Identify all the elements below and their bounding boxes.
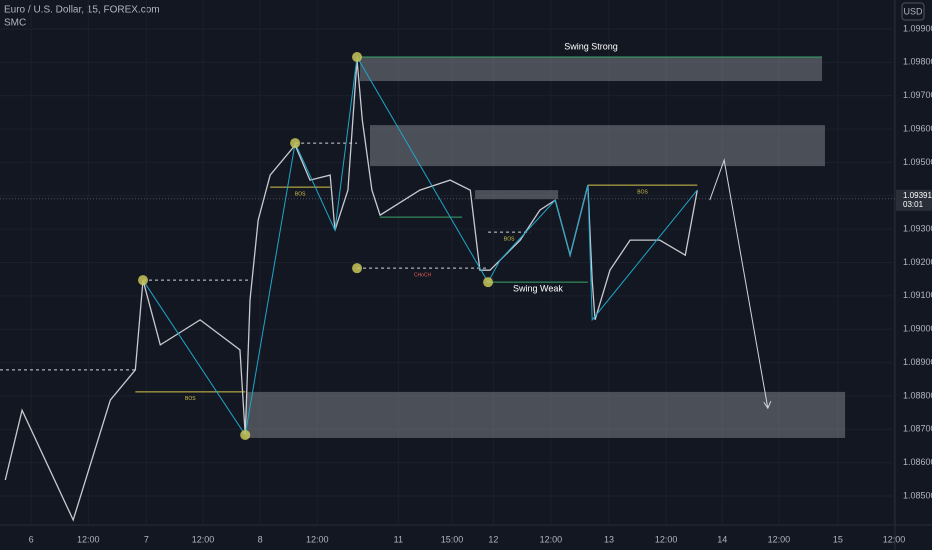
x-tick-label: 12 bbox=[488, 534, 498, 544]
zone bbox=[359, 57, 823, 82]
projection bbox=[709, 158, 769, 409]
currency[interactable]: USD bbox=[903, 6, 923, 16]
y-tick-label: 1.08600 bbox=[903, 457, 932, 467]
pivot bbox=[483, 277, 494, 288]
level-label: Swing Strong bbox=[564, 41, 618, 51]
y-tick-label: 1.09300 bbox=[903, 224, 932, 234]
last-price-tag bbox=[896, 189, 932, 211]
level-label: Swing Weak bbox=[513, 284, 563, 294]
x-tick-label: 12:00 bbox=[306, 534, 329, 544]
countdown: 03:01 bbox=[903, 200, 924, 209]
y-tick-label: 1.09900 bbox=[903, 23, 932, 33]
y-tick-label: 1.09200 bbox=[903, 257, 932, 267]
y-tick-label: 1.08800 bbox=[903, 390, 932, 400]
x-tick-label: 12:00 bbox=[655, 534, 678, 544]
x-tick-label: 12:00 bbox=[192, 534, 215, 544]
y-tick-label: 1.09500 bbox=[903, 157, 932, 167]
price-line bbox=[4, 59, 698, 522]
y-tick-label: 1.09000 bbox=[903, 324, 932, 334]
x-tick-label: 12:00 bbox=[540, 534, 563, 544]
pivot bbox=[240, 429, 251, 440]
y-tick-label: 1.08700 bbox=[903, 424, 932, 434]
x-tick-label: 15:00 bbox=[441, 534, 464, 544]
zone bbox=[246, 391, 846, 438]
pivot bbox=[352, 52, 363, 63]
x-tick-label: 13 bbox=[604, 534, 614, 544]
zigzag bbox=[142, 55, 698, 437]
x-tick-label: 12:00 bbox=[77, 534, 100, 544]
level-label: BOS bbox=[295, 191, 306, 197]
level-label: BOS bbox=[185, 396, 196, 402]
y-tick-label: 1.08900 bbox=[903, 357, 932, 367]
last-price-label: 1.09391 bbox=[903, 191, 932, 200]
y-tick-label: 1.09700 bbox=[903, 90, 932, 100]
level-label: BOS bbox=[504, 236, 515, 242]
projection-arrowhead bbox=[763, 401, 772, 410]
currency-box[interactable] bbox=[901, 2, 925, 21]
x-tick-label: 14 bbox=[717, 534, 727, 544]
pivot bbox=[138, 275, 149, 286]
chart-title: Euro / U.S. Dollar, 15, FOREX.com bbox=[4, 5, 160, 16]
level-label: CHoCH bbox=[414, 272, 432, 278]
y-tick-label: 1.09100 bbox=[903, 290, 932, 300]
pivot bbox=[352, 263, 363, 274]
x-tick-label: 6 bbox=[29, 534, 34, 544]
x-tick-label: 12:00 bbox=[883, 534, 906, 544]
x-tick-label: 12:00 bbox=[768, 534, 791, 544]
zone bbox=[475, 190, 559, 200]
x-tick-label: 8 bbox=[258, 534, 263, 544]
y-tick-label: 1.08500 bbox=[903, 490, 932, 500]
y-tick-label: 1.09800 bbox=[903, 57, 932, 67]
zone bbox=[369, 125, 825, 167]
pivot bbox=[290, 138, 301, 149]
x-tick-label: 15 bbox=[833, 534, 843, 544]
level-label: BOS bbox=[637, 189, 648, 195]
x-tick-label: 7 bbox=[144, 534, 149, 544]
y-tick-label: 1.09600 bbox=[903, 123, 932, 133]
indicator-name: SMC bbox=[4, 18, 26, 29]
x-tick-label: 11 bbox=[394, 534, 403, 544]
